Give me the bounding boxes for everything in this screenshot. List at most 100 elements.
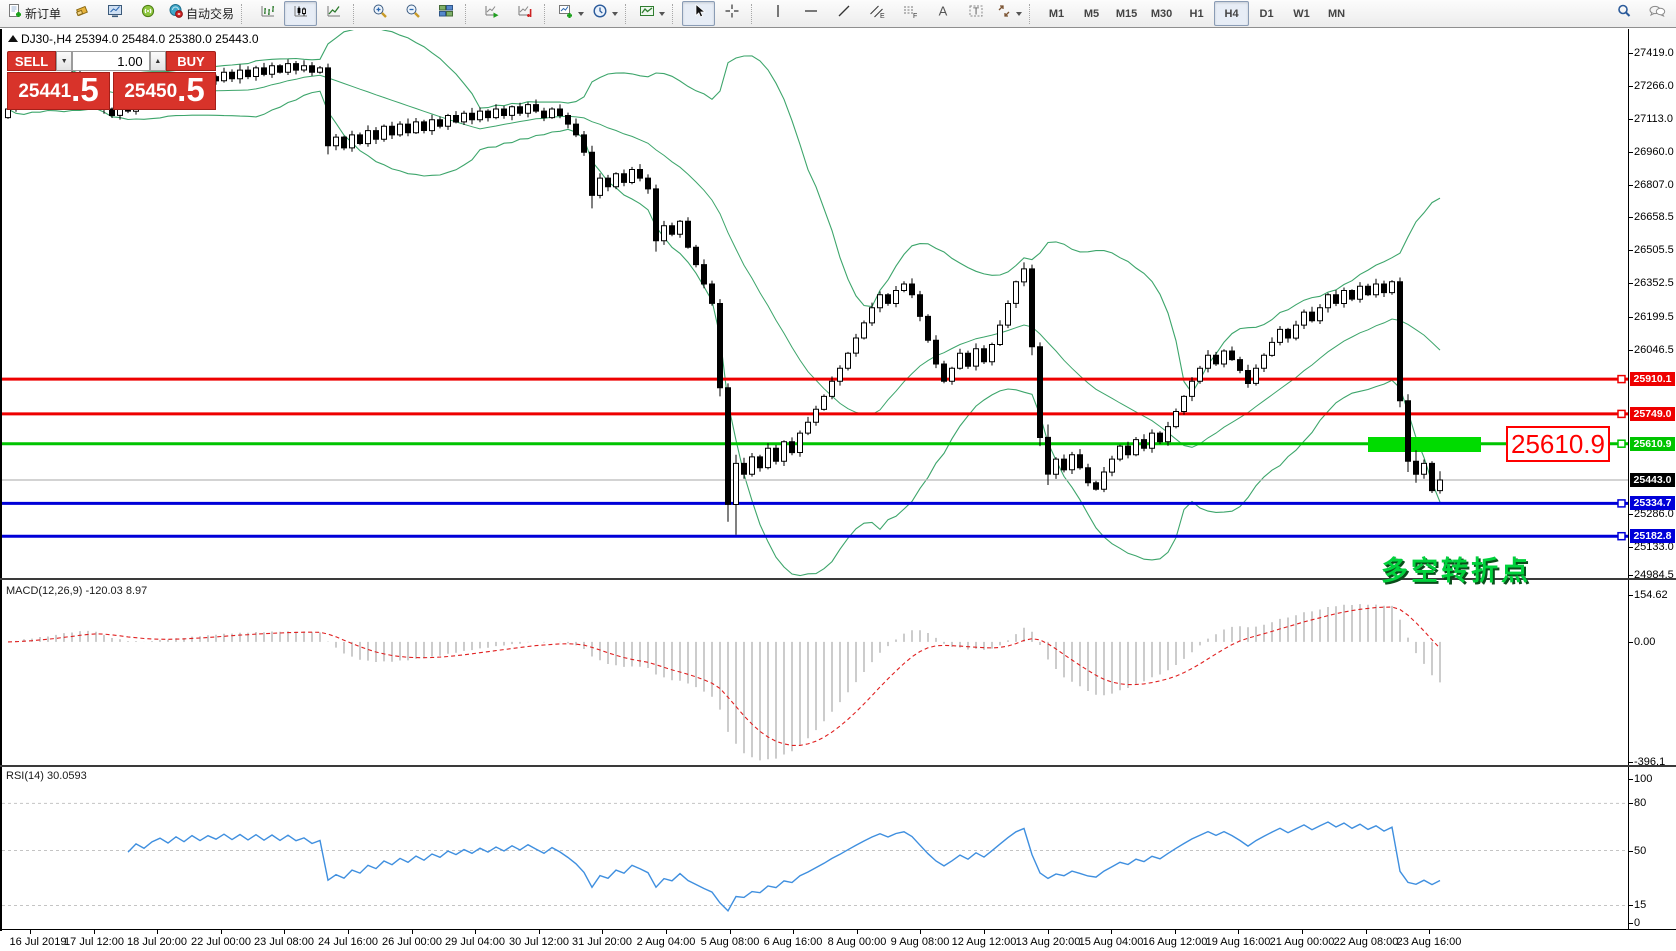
vertical-line-tool[interactable] bbox=[761, 1, 794, 26]
sell-button[interactable]: SELL bbox=[7, 51, 57, 71]
rsi-indicator-label: RSI(14) 30.0593 bbox=[6, 770, 87, 782]
timeframe-m30-button[interactable]: M30 bbox=[1144, 1, 1179, 26]
current-price-tag: 25443.0 bbox=[1630, 473, 1675, 487]
price-line-tag[interactable]: 25910.1 bbox=[1630, 372, 1675, 386]
timeframe-mn-button[interactable]: MN bbox=[1319, 1, 1354, 26]
line-handle-marker[interactable] bbox=[1617, 409, 1626, 419]
timeframe-h4-button[interactable]: H4 bbox=[1214, 1, 1250, 26]
time-label[interactable]: 24 Jul 16:00 bbox=[318, 936, 378, 948]
zoom-out-button[interactable] bbox=[396, 1, 429, 26]
arrows-tool[interactable] bbox=[992, 1, 1026, 26]
chart-shift-button[interactable] bbox=[508, 1, 541, 26]
turning-point-annotation[interactable]: 多空转折点 bbox=[1381, 556, 1531, 586]
bar-chart-button[interactable] bbox=[251, 1, 284, 26]
candlestick-chart-button[interactable] bbox=[284, 1, 318, 26]
time-label[interactable]: 6 Aug 16:00 bbox=[763, 936, 823, 948]
macd-tick-label: 0.00 bbox=[1634, 636, 1656, 648]
auto-scroll-button[interactable] bbox=[475, 1, 508, 26]
timeframe-h1-button[interactable]: H1 bbox=[1179, 1, 1214, 26]
price-line-tag[interactable]: 25610.9 bbox=[1630, 437, 1675, 451]
eraser-icon bbox=[74, 3, 90, 24]
timeframe-d1-button[interactable]: D1 bbox=[1249, 1, 1284, 26]
time-label[interactable]: 18 Jul 20:00 bbox=[127, 936, 187, 948]
line-handle-marker[interactable] bbox=[1617, 374, 1626, 384]
time-label[interactable]: 8 Aug 00:00 bbox=[827, 936, 887, 948]
line-handle-marker[interactable] bbox=[1617, 499, 1626, 508]
time-label[interactable]: 17 Jul 12:00 bbox=[64, 936, 124, 948]
equidistant-channel-tool[interactable]: E bbox=[860, 1, 893, 26]
signals-button[interactable] bbox=[131, 1, 164, 26]
sell-price-button[interactable]: 25441 .5 bbox=[7, 72, 110, 110]
crosshair-button[interactable] bbox=[715, 1, 748, 26]
timeframe-m1-button[interactable]: M1 bbox=[1039, 1, 1074, 26]
cursor-button[interactable] bbox=[682, 1, 716, 26]
new-chart-button[interactable] bbox=[554, 1, 588, 26]
time-label[interactable]: 12 Aug 12:00 bbox=[951, 936, 1017, 948]
autotrading-button[interactable]: 自动交易 bbox=[164, 1, 238, 26]
line-handle-marker[interactable] bbox=[1617, 531, 1626, 541]
volume-input[interactable]: 1.00 bbox=[72, 51, 150, 71]
line-chart-button[interactable] bbox=[317, 1, 350, 26]
trendline-icon bbox=[836, 3, 852, 24]
price-line-tag[interactable]: 25334.7 bbox=[1630, 496, 1675, 510]
time-label[interactable]: 16 Aug 12:00 bbox=[1142, 936, 1208, 948]
price-line-tag[interactable]: 25182.8 bbox=[1630, 529, 1675, 543]
text-tool[interactable]: A bbox=[926, 1, 959, 26]
price-tick bbox=[1628, 283, 1633, 284]
time-label[interactable]: 26 Jul 00:00 bbox=[382, 936, 442, 948]
time-label[interactable]: 15 Aug 04:00 bbox=[1078, 936, 1144, 948]
time-label[interactable]: 30 Jul 12:00 bbox=[509, 936, 569, 948]
styles-button[interactable] bbox=[65, 1, 98, 26]
chat-button[interactable] bbox=[1640, 1, 1673, 26]
svg-text:A: A bbox=[938, 4, 947, 19]
price-line-tag[interactable]: 25749.0 bbox=[1630, 407, 1675, 421]
macd-panel-separator[interactable] bbox=[0, 578, 1676, 580]
macd-tick-label: 154.62 bbox=[1634, 589, 1668, 601]
time-label[interactable]: 19 Aug 16:00 bbox=[1205, 936, 1271, 948]
time-label[interactable]: 2 Aug 04:00 bbox=[636, 936, 696, 948]
rsi-panel-separator[interactable] bbox=[0, 765, 1676, 767]
trendline-tool[interactable] bbox=[827, 1, 860, 26]
time-label[interactable]: 29 Jul 04:00 bbox=[445, 936, 505, 948]
rsi-plot bbox=[127, 821, 1441, 913]
expand-panel-arrow-icon[interactable] bbox=[8, 35, 18, 42]
price-callout-label[interactable]: 25610.9 bbox=[1506, 426, 1610, 462]
time-label[interactable]: 31 Jul 20:00 bbox=[572, 936, 632, 948]
volume-decrease-button[interactable]: ▼ bbox=[56, 51, 73, 71]
zoom-out-icon bbox=[405, 3, 421, 24]
new-order-button[interactable]: 新订单 bbox=[3, 1, 65, 26]
timeframe-m15-button[interactable]: M15 bbox=[1109, 1, 1144, 26]
buy-button[interactable]: BUY bbox=[166, 51, 217, 71]
profiles-button[interactable] bbox=[588, 1, 622, 26]
terminal-icon bbox=[107, 3, 123, 24]
time-label[interactable]: 23 Jul 08:00 bbox=[254, 936, 314, 948]
terminal-button[interactable] bbox=[98, 1, 131, 26]
timeframe-m5-button[interactable]: M5 bbox=[1074, 1, 1109, 26]
fibonacci-tool[interactable]: F bbox=[893, 1, 926, 26]
time-label[interactable]: 13 Aug 20:00 bbox=[1015, 936, 1081, 948]
time-label[interactable]: 16 Jul 2019 bbox=[9, 936, 67, 948]
buy-price-button[interactable]: 25450 .5 bbox=[113, 72, 216, 110]
line-handle-marker[interactable] bbox=[1617, 439, 1626, 448]
time-label[interactable]: 23 Aug 16:00 bbox=[1396, 936, 1462, 948]
new-order-icon bbox=[7, 3, 23, 24]
level-highlight-rect[interactable] bbox=[1368, 437, 1481, 452]
tile-windows-button[interactable] bbox=[429, 1, 462, 26]
horizontal-line-tool[interactable] bbox=[794, 1, 827, 26]
rsi-tick-label: 15 bbox=[1634, 899, 1647, 911]
text-label-tool[interactable]: T bbox=[959, 1, 992, 26]
zoom-in-button[interactable] bbox=[363, 1, 396, 26]
time-label[interactable]: 9 Aug 08:00 bbox=[890, 936, 950, 948]
fibonacci-icon: F bbox=[902, 3, 918, 24]
time-tick bbox=[1238, 930, 1239, 934]
time-label[interactable]: 5 Aug 08:00 bbox=[700, 936, 760, 948]
time-label[interactable]: 22 Jul 00:00 bbox=[191, 936, 251, 948]
volume-increase-button[interactable]: ▲ bbox=[149, 51, 166, 71]
indicators-button[interactable] bbox=[635, 1, 669, 26]
search-button[interactable] bbox=[1607, 1, 1640, 26]
timeframe-w1-button[interactable]: W1 bbox=[1284, 1, 1319, 26]
time-label[interactable]: 22 Aug 08:00 bbox=[1333, 936, 1399, 948]
buy-price-int: 25450 bbox=[124, 81, 178, 102]
time-label[interactable]: 21 Aug 00:00 bbox=[1269, 936, 1335, 948]
